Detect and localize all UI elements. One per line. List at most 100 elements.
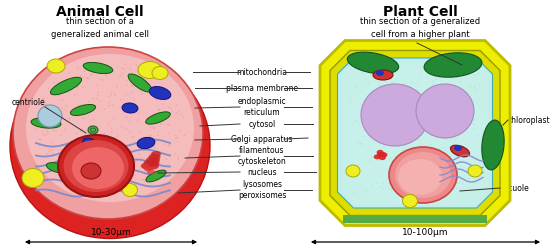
Ellipse shape: [378, 82, 379, 84]
Ellipse shape: [64, 129, 65, 130]
Ellipse shape: [87, 77, 89, 79]
Ellipse shape: [456, 183, 458, 184]
Ellipse shape: [346, 165, 360, 177]
Ellipse shape: [136, 64, 138, 66]
Ellipse shape: [120, 75, 121, 76]
Ellipse shape: [157, 134, 158, 136]
Ellipse shape: [116, 86, 118, 88]
Ellipse shape: [366, 191, 367, 192]
Ellipse shape: [101, 178, 102, 179]
Ellipse shape: [387, 116, 389, 117]
Ellipse shape: [403, 194, 417, 207]
Ellipse shape: [79, 112, 80, 114]
Ellipse shape: [150, 72, 151, 73]
Ellipse shape: [52, 155, 54, 156]
Ellipse shape: [390, 78, 392, 80]
Ellipse shape: [63, 140, 129, 192]
Ellipse shape: [459, 150, 461, 151]
Ellipse shape: [132, 91, 134, 93]
Ellipse shape: [443, 92, 444, 94]
Ellipse shape: [128, 74, 152, 92]
Ellipse shape: [141, 93, 142, 95]
Ellipse shape: [138, 113, 139, 114]
Ellipse shape: [373, 125, 375, 126]
Ellipse shape: [146, 157, 160, 164]
Ellipse shape: [111, 127, 112, 129]
Ellipse shape: [445, 92, 446, 93]
Ellipse shape: [123, 184, 138, 196]
Ellipse shape: [369, 145, 371, 147]
Ellipse shape: [429, 181, 431, 182]
Ellipse shape: [414, 126, 415, 127]
Ellipse shape: [157, 174, 158, 176]
Ellipse shape: [393, 123, 394, 124]
Ellipse shape: [122, 72, 123, 74]
Ellipse shape: [378, 160, 379, 161]
Ellipse shape: [377, 152, 384, 157]
Ellipse shape: [356, 122, 358, 123]
Ellipse shape: [92, 98, 94, 99]
Ellipse shape: [160, 153, 161, 154]
Ellipse shape: [57, 125, 59, 126]
Ellipse shape: [96, 160, 97, 162]
Ellipse shape: [40, 139, 42, 141]
Ellipse shape: [87, 161, 89, 162]
Ellipse shape: [51, 126, 52, 128]
Ellipse shape: [46, 163, 70, 173]
Ellipse shape: [430, 144, 431, 146]
Ellipse shape: [47, 132, 49, 133]
Ellipse shape: [387, 144, 388, 145]
Ellipse shape: [361, 143, 363, 145]
Ellipse shape: [432, 84, 433, 86]
Ellipse shape: [83, 62, 113, 73]
Ellipse shape: [417, 85, 418, 86]
Ellipse shape: [374, 120, 376, 122]
Ellipse shape: [140, 166, 141, 167]
Ellipse shape: [52, 153, 53, 154]
Ellipse shape: [471, 173, 473, 174]
Ellipse shape: [397, 141, 398, 143]
Ellipse shape: [441, 120, 442, 122]
Ellipse shape: [60, 119, 62, 120]
Ellipse shape: [361, 170, 363, 171]
Ellipse shape: [137, 120, 139, 121]
Ellipse shape: [66, 105, 68, 106]
Ellipse shape: [420, 115, 421, 116]
Ellipse shape: [466, 97, 468, 99]
Ellipse shape: [369, 112, 371, 114]
Text: mitochondria: mitochondria: [236, 67, 288, 76]
Ellipse shape: [446, 150, 448, 152]
Ellipse shape: [150, 88, 152, 90]
Ellipse shape: [53, 82, 55, 83]
Ellipse shape: [112, 163, 114, 164]
Ellipse shape: [129, 176, 131, 177]
Ellipse shape: [387, 140, 389, 142]
Ellipse shape: [51, 150, 53, 151]
Ellipse shape: [75, 111, 76, 113]
Ellipse shape: [56, 161, 57, 163]
Ellipse shape: [417, 107, 419, 109]
Ellipse shape: [129, 93, 131, 95]
Ellipse shape: [366, 96, 368, 98]
Ellipse shape: [58, 135, 134, 197]
Ellipse shape: [137, 137, 155, 149]
Ellipse shape: [147, 160, 148, 162]
Ellipse shape: [74, 94, 75, 95]
Ellipse shape: [411, 82, 412, 83]
Ellipse shape: [68, 118, 70, 119]
Ellipse shape: [381, 152, 387, 157]
Ellipse shape: [456, 188, 457, 189]
Ellipse shape: [371, 184, 372, 185]
Ellipse shape: [465, 118, 466, 120]
Ellipse shape: [38, 105, 62, 127]
Ellipse shape: [459, 124, 461, 126]
Ellipse shape: [125, 84, 127, 86]
Ellipse shape: [143, 179, 145, 180]
Ellipse shape: [144, 145, 145, 147]
Ellipse shape: [388, 113, 389, 115]
Ellipse shape: [172, 110, 173, 112]
Ellipse shape: [405, 102, 406, 103]
Ellipse shape: [144, 140, 146, 142]
Ellipse shape: [96, 85, 97, 86]
Ellipse shape: [129, 132, 131, 133]
